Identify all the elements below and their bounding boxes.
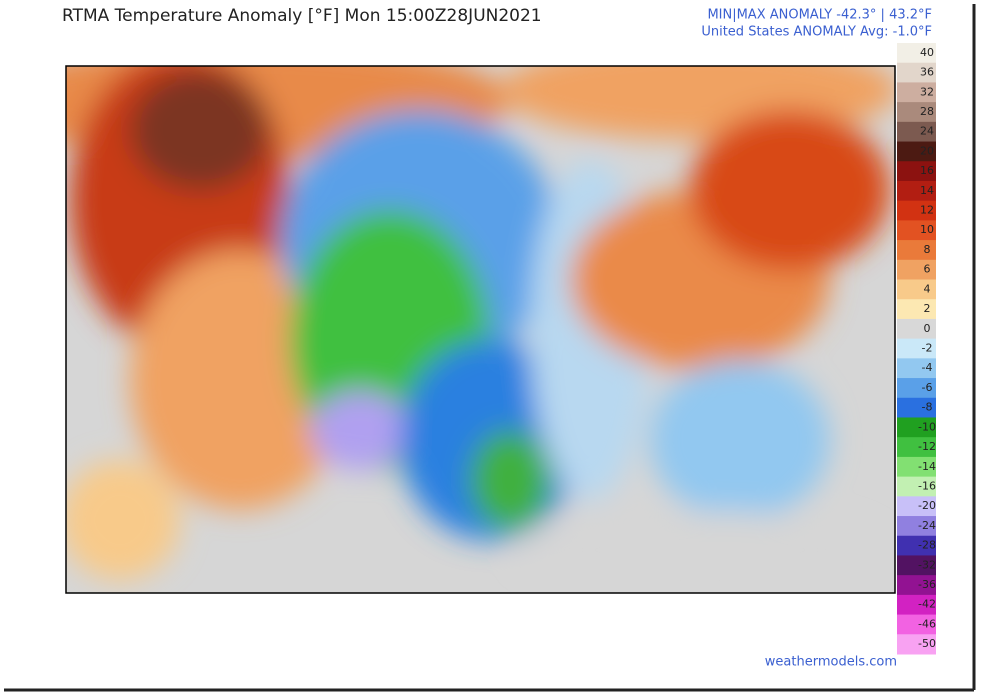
title: RTMA Temperature Anomaly [°F] Mon 15:00Z… (62, 6, 542, 26)
colorbar-label: -10 (918, 420, 936, 433)
map-frame (65, 65, 896, 594)
colorbar-swatch (897, 535, 936, 556)
colorbar-swatch (897, 299, 936, 320)
map (66, 66, 895, 593)
colorbar-label: 12 (920, 204, 934, 217)
colorbar-swatch (897, 614, 936, 635)
colorbar-label: -24 (918, 519, 936, 532)
colorbar-label: 0 (924, 322, 931, 335)
colorbar-label: 8 (924, 243, 931, 256)
colorbar-swatch (897, 220, 936, 241)
colorbar-label: 20 (920, 144, 934, 157)
colorbar-label: -42 (918, 598, 936, 611)
colorbar-label: -12 (918, 440, 936, 453)
colorbar-swatch (897, 476, 936, 497)
colorbar-swatch (897, 516, 936, 537)
colorbar-swatch (897, 141, 936, 162)
colorbar-swatch (897, 397, 936, 418)
colorbar-label: 40 (920, 46, 934, 59)
colorbar-label: -2 (922, 342, 933, 355)
colorbar-swatch (897, 378, 936, 399)
colorbar-swatch (897, 417, 936, 438)
colorbar-label: -6 (922, 381, 933, 394)
colorbar-swatch (897, 240, 936, 261)
colorbar-label: 16 (920, 164, 934, 177)
colorbar-swatch (897, 496, 936, 517)
minmax: MIN|MAX ANOMALY -42.3° | 43.2°F (707, 8, 932, 23)
colorbar-label: 28 (920, 105, 934, 118)
colorbar-label: -32 (918, 558, 936, 571)
colorbar-label: -46 (918, 617, 936, 630)
colorbar-label: 2 (924, 302, 931, 315)
colorbar: 4036322824201614121086420-2-4-6-8-10-12-… (897, 43, 936, 655)
colorbar-swatch (897, 62, 936, 83)
colorbar-swatch (897, 594, 936, 616)
colorbar-swatch (897, 180, 936, 202)
colorbar-swatch (897, 358, 936, 379)
colorbar-label: 24 (920, 125, 934, 138)
colorbar-swatch (897, 200, 936, 221)
colorbar-swatch (897, 318, 936, 340)
colorbar-swatch (897, 259, 936, 281)
colorbar-label: -20 (918, 499, 936, 512)
colorbar-label: -14 (918, 460, 936, 473)
colorbar-label: 32 (920, 85, 934, 98)
colorbar-label: 4 (924, 282, 931, 295)
colorbar-swatch (897, 338, 936, 359)
colorbar-label: -50 (918, 637, 936, 650)
colorbar-swatch (897, 82, 936, 103)
colorbar-label: 10 (920, 223, 934, 236)
colorbar-swatch (897, 634, 936, 655)
colorbar-swatch (897, 456, 936, 478)
colorbar-swatch (897, 437, 936, 458)
average: United States ANOMALY Avg: -1.0°F (701, 25, 932, 40)
colorbar-swatch (897, 575, 936, 596)
colorbar-label: -36 (918, 578, 936, 591)
colorbar-swatch (897, 555, 936, 576)
colorbar-label: -28 (918, 539, 936, 552)
colorbar-label: -4 (922, 361, 933, 374)
colorbar-swatch (897, 43, 936, 64)
colorbar-swatch (897, 121, 936, 143)
colorbar-label: 14 (920, 184, 934, 197)
colorbar-label: 36 (920, 66, 934, 79)
colorbar-label: -8 (922, 401, 933, 414)
colorbar-swatch (897, 161, 936, 182)
colorbar-label: -16 (918, 479, 936, 492)
colorbar-label: 6 (924, 263, 931, 276)
source: weathermodels.com (765, 655, 897, 670)
colorbar-swatch (897, 102, 936, 123)
colorbar-swatch (897, 279, 936, 300)
